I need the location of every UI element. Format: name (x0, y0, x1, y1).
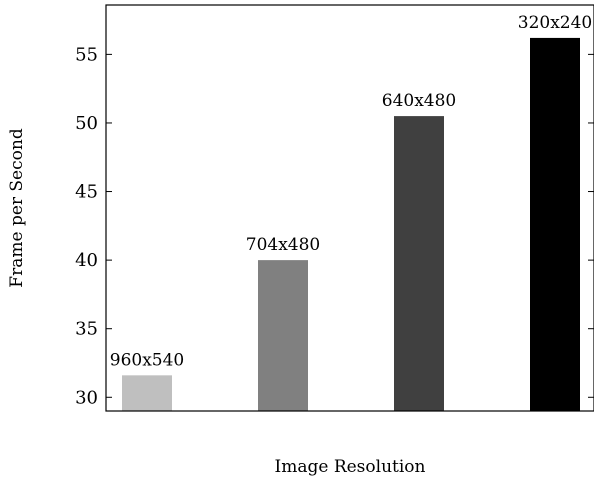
bar-640x480 (394, 116, 444, 411)
y-axis-title: Frame per Second (7, 128, 27, 288)
data-label-640x480: 640x480 (382, 91, 456, 111)
y-tick-label: 35 (75, 319, 98, 340)
y-tick-label: 55 (75, 44, 98, 65)
y-tick-label: 45 (75, 182, 98, 203)
plot-frame (105, 4, 594, 412)
bar-320x240 (530, 37, 580, 412)
bars (122, 37, 580, 412)
y-axis-ticks: 30 35 40 45 50 55 (75, 44, 594, 408)
bar-960x540 (122, 375, 172, 411)
y-tick-label: 40 (75, 250, 98, 271)
y-tick-label: 30 (75, 387, 98, 408)
y-tick-label: 50 (75, 113, 98, 134)
bar-data-labels: 960x540 704x480 640x480 320x240 (110, 13, 592, 370)
bar-704x480 (258, 260, 308, 411)
data-label-320x240: 320x240 (518, 13, 592, 33)
data-label-960x540: 960x540 (110, 350, 184, 370)
data-label-704x480: 704x480 (246, 235, 320, 255)
x-axis-title: Image Resolution (275, 457, 426, 477)
